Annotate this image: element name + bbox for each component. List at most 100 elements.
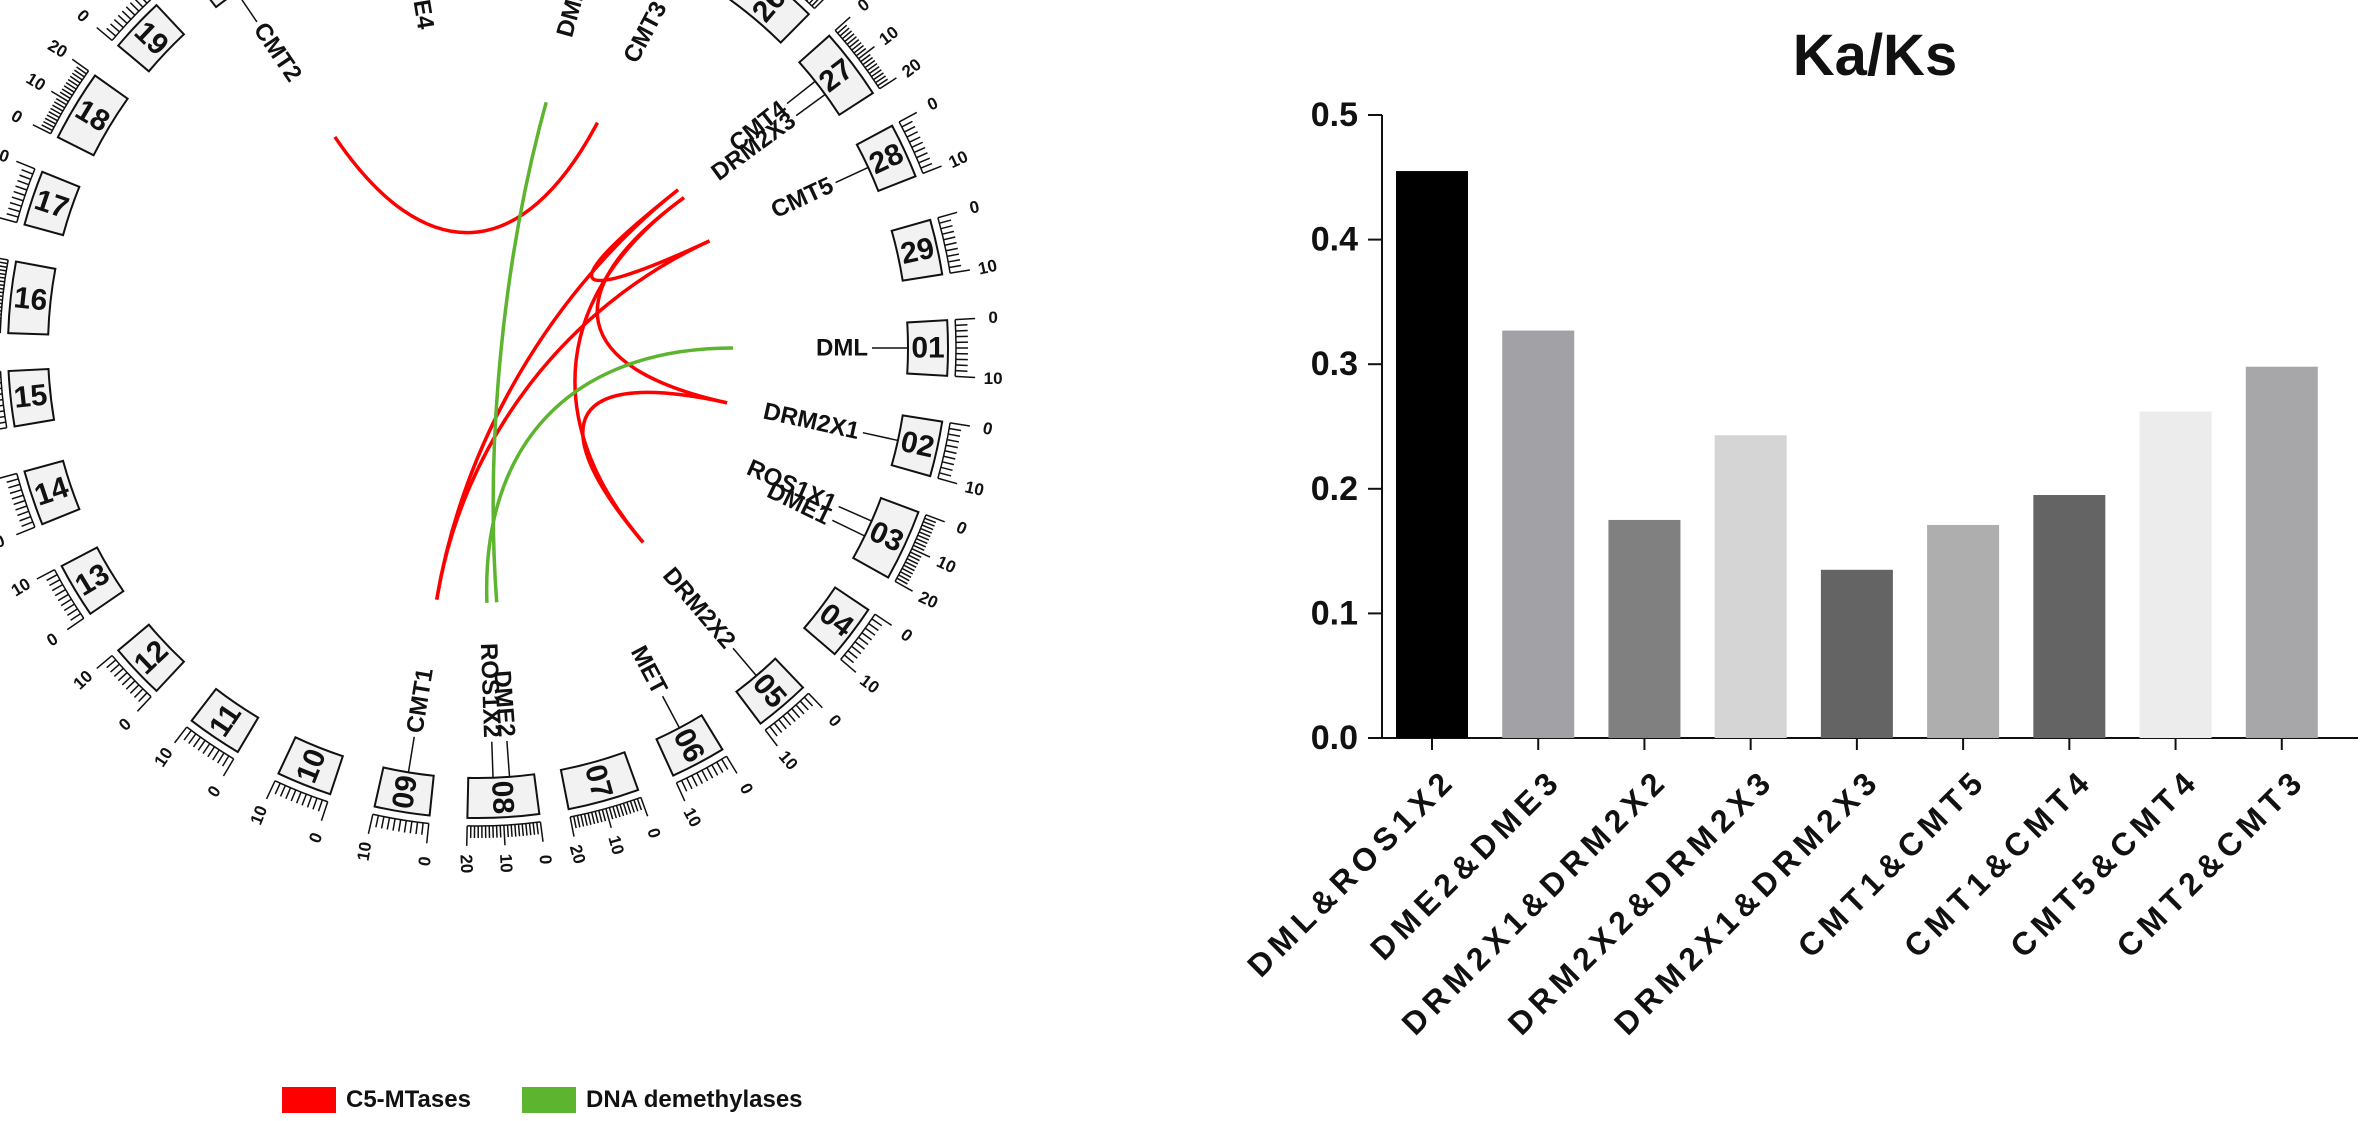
legend-c5-mtases: C5-MTases: [282, 1086, 471, 1114]
ruler-tick-label: 0: [736, 780, 757, 797]
ruler-tick-label: 10: [976, 256, 999, 279]
ruler-tick: [840, 658, 857, 673]
chromosome-box: [209, 0, 228, 9]
ruler-tick-label: 10: [23, 69, 49, 95]
ruler-tick-label: 0: [643, 826, 664, 840]
chart-title: Ka/Ks: [1793, 23, 1957, 88]
ruler-tick: [917, 534, 930, 541]
chromosome-26: 2601020: [729, 0, 824, 45]
ruler-tick: [940, 466, 953, 472]
ruler-tick-label: 10: [8, 574, 34, 600]
x-tick-label: CMT5&CMT4: [2003, 761, 2206, 964]
ruler-tick: [6, 213, 19, 218]
ruler-tick: [32, 124, 52, 135]
ruler-axis: [676, 755, 727, 784]
ruler-axis: [372, 813, 429, 825]
link-drm2x1-drm2x3: [595, 196, 728, 405]
ruler-tick: [803, 696, 814, 707]
ruler-tick: [0, 261, 8, 265]
ruler-tick: [629, 800, 635, 813]
ruler-tick: [706, 767, 714, 779]
ruler-tick: [807, 692, 823, 709]
gene-marker: [241, 0, 258, 23]
ruler-tick: [60, 598, 72, 607]
x-tick-label: DML&ROS1X2: [1240, 761, 1463, 984]
ruler-tick: [138, 692, 148, 702]
bar-drm2x1-drm2x3: [1820, 569, 1893, 738]
ruler-tick-label: 0: [824, 711, 845, 731]
ruler-tick: [860, 53, 871, 63]
ruler-tick-label: 0: [897, 625, 916, 646]
ruler-tick-label: 0: [968, 197, 981, 218]
bar-drm2x1-drm2x2: [1608, 519, 1681, 738]
ruler-tick: [96, 26, 113, 42]
ruler-tick: [403, 820, 408, 833]
ruler-tick: [909, 551, 922, 558]
gene-cmt3: CMT3: [618, 0, 673, 67]
ruler-tick: [921, 524, 934, 531]
chromosome-box: [851, 496, 920, 579]
ruler-tick: [129, 2, 140, 12]
ruler-tick-label: 10: [354, 840, 376, 862]
bar-cmt5-cmt4: [2139, 411, 2212, 738]
ruler-tick: [63, 603, 75, 612]
ruler-axis: [467, 821, 541, 827]
ruler-tick: [36, 569, 55, 580]
ruler-tick: [813, 0, 824, 10]
chromosome-box: [797, 34, 875, 117]
ruler-tick: [113, 19, 124, 29]
ruler-tick-label: 0: [854, 0, 873, 16]
ruler-tick: [590, 812, 596, 825]
ruler-tick-label: 10: [0, 143, 12, 167]
ruler-tick-label: 20: [566, 843, 589, 866]
chromosome-label: 09: [386, 773, 424, 811]
ruler-tick: [716, 761, 724, 773]
ruler-tick: [615, 805, 621, 818]
ruler-tick: [134, 0, 144, 8]
gene-marker: [832, 519, 866, 537]
ruler-tick: [506, 825, 510, 838]
ruler-axis: [0, 371, 8, 428]
ruler-tick: [0, 298, 3, 301]
y-tick-label: 0.0: [1311, 719, 1358, 757]
gene-marker: [795, 93, 826, 117]
link-dme2-dme3: [491, 101, 548, 603]
chromosome-15: 15010: [0, 368, 56, 430]
ruler-axis: [834, 29, 881, 90]
ruler-tick: [43, 120, 55, 128]
ruler-tick: [76, 66, 87, 75]
gene-cmt1: CMT1: [402, 666, 439, 773]
link-cmt1-cmt4: [435, 188, 680, 600]
ruler-tick: [46, 114, 58, 122]
ruler-tick: [903, 564, 915, 572]
ruler-tick: [0, 272, 6, 276]
ruler-tick: [675, 782, 686, 802]
ruler-tick-label: 0: [924, 93, 941, 114]
chromosome-09: 09 0 10: [354, 766, 435, 867]
ruler-axis: [0, 259, 9, 333]
ruler-axis: [16, 473, 36, 528]
ruler-tick: [9, 489, 22, 495]
ruler-tick: [0, 287, 4, 290]
ruler-tick: [844, 33, 855, 43]
chromosome-box: [23, 170, 81, 237]
bar-cmt1-cmt4: [2033, 495, 2106, 738]
ruler-tick: [539, 821, 544, 842]
ruler-tick: [510, 824, 513, 837]
ruler-tick: [129, 684, 140, 694]
ruler-tick: [594, 811, 599, 824]
ruler-tick: [320, 801, 329, 821]
ruler-axis: [274, 780, 328, 803]
ruler-tick: [937, 211, 958, 219]
ruler-tick: [916, 152, 928, 159]
ruler-tick: [8, 207, 21, 213]
ruler-tick: [601, 809, 607, 822]
ruler-tick: [920, 527, 932, 534]
ruler-tick: [939, 219, 952, 224]
ruler-tick: [841, 30, 853, 40]
ruler-axis: [111, 655, 152, 698]
ruler-tick: [918, 157, 931, 164]
ruler-tick: [924, 517, 937, 524]
